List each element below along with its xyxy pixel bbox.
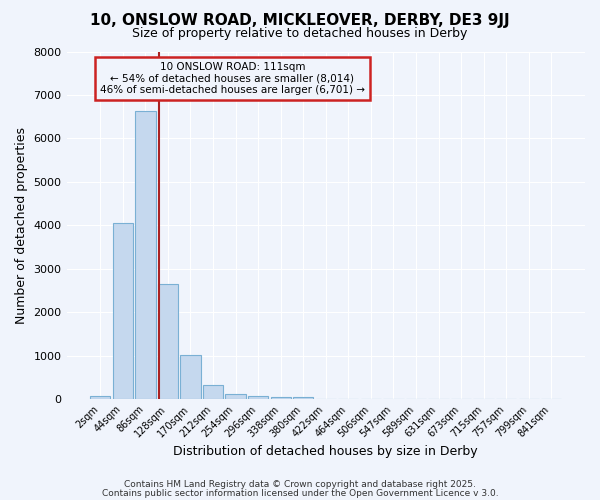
Text: Contains HM Land Registry data © Crown copyright and database right 2025.: Contains HM Land Registry data © Crown c… xyxy=(124,480,476,489)
Bar xyxy=(158,284,178,399)
Text: 10, ONSLOW ROAD, MICKLEOVER, DERBY, DE3 9JJ: 10, ONSLOW ROAD, MICKLEOVER, DERBY, DE3 … xyxy=(90,12,510,28)
Bar xyxy=(113,223,133,399)
Bar xyxy=(90,396,110,399)
Bar xyxy=(135,111,155,399)
Bar xyxy=(226,394,246,399)
Text: Contains public sector information licensed under the Open Government Licence v : Contains public sector information licen… xyxy=(101,488,499,498)
Bar xyxy=(271,397,291,399)
Text: Size of property relative to detached houses in Derby: Size of property relative to detached ho… xyxy=(133,28,467,40)
Bar xyxy=(248,396,268,399)
Y-axis label: Number of detached properties: Number of detached properties xyxy=(15,127,28,324)
Bar xyxy=(293,397,313,399)
X-axis label: Distribution of detached houses by size in Derby: Distribution of detached houses by size … xyxy=(173,444,478,458)
Text: 10 ONSLOW ROAD: 111sqm
← 54% of detached houses are smaller (8,014)
46% of semi-: 10 ONSLOW ROAD: 111sqm ← 54% of detached… xyxy=(100,62,365,95)
Bar xyxy=(181,355,200,399)
Bar xyxy=(203,385,223,399)
